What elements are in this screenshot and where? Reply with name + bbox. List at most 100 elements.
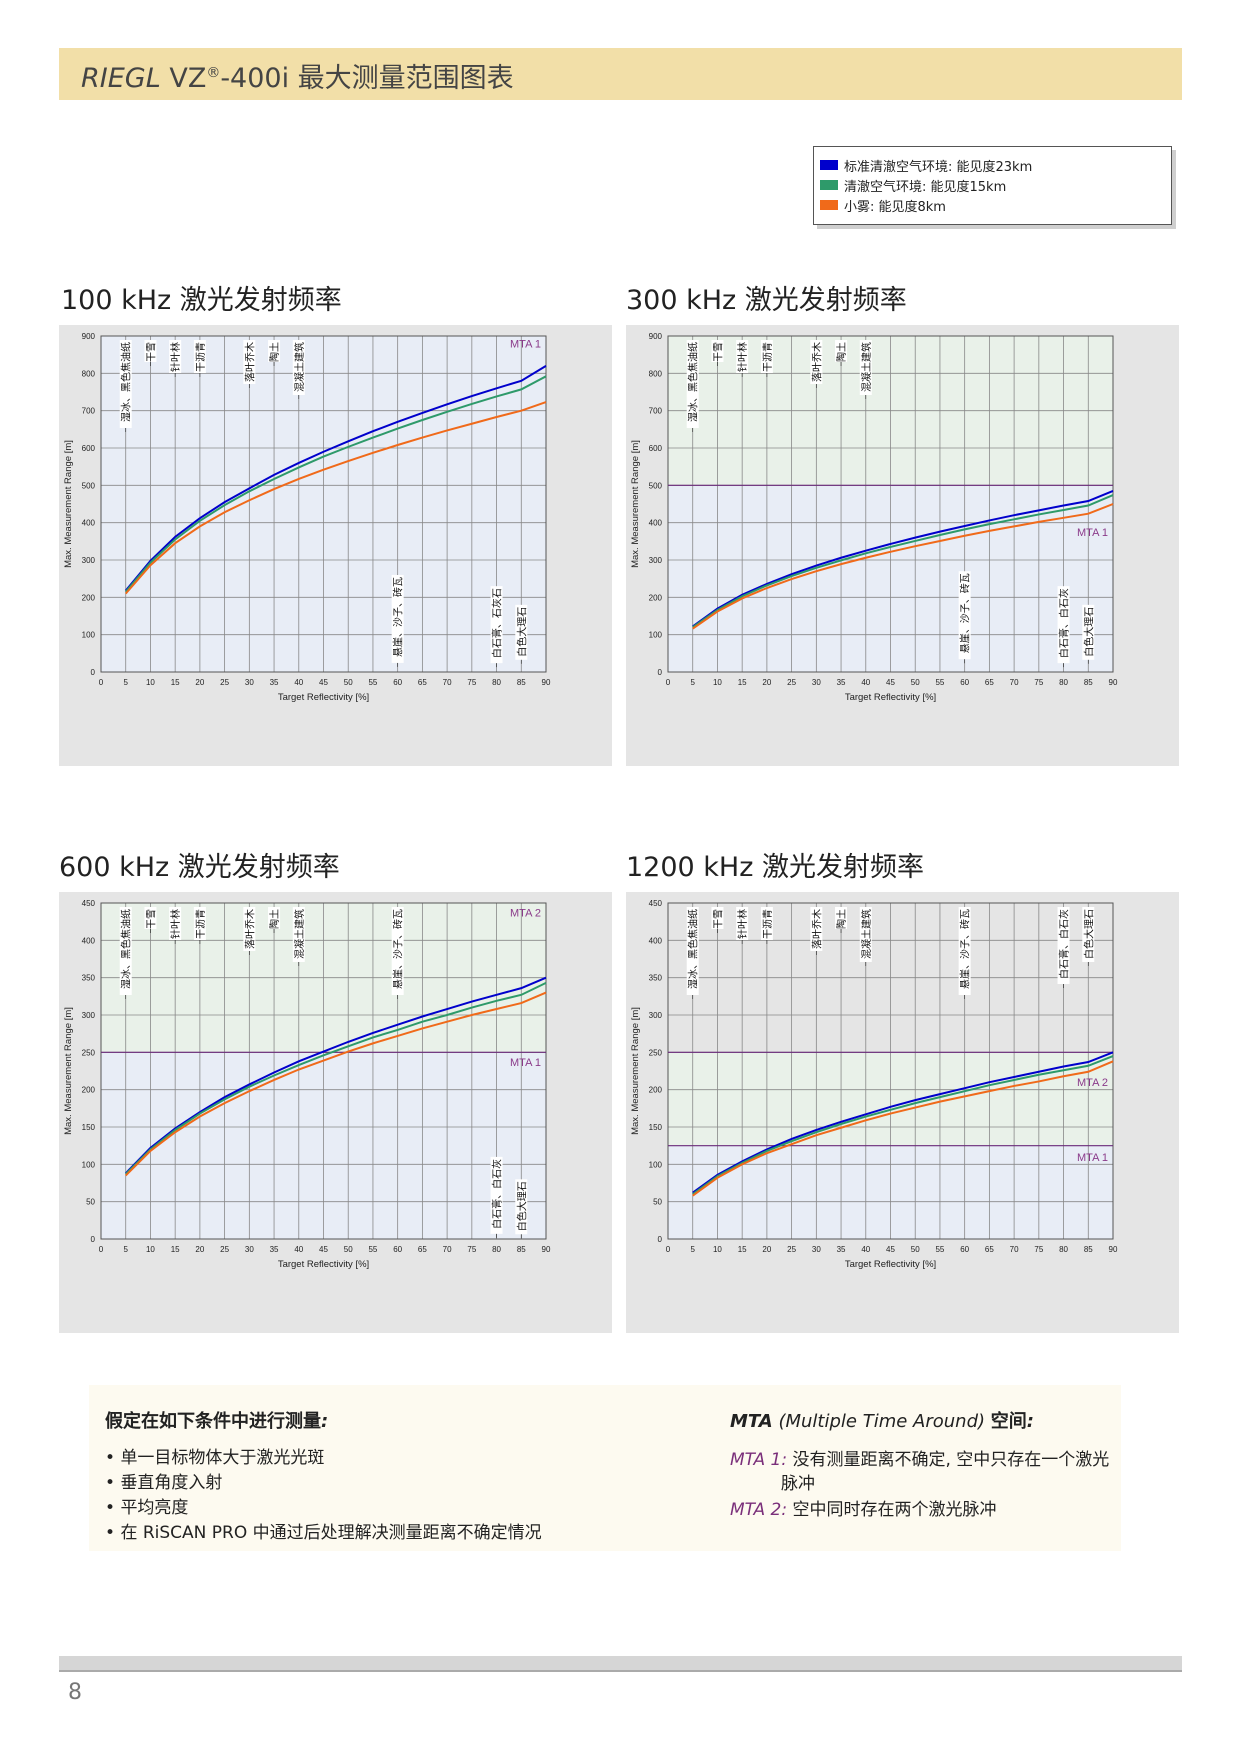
material-marker: 落叶乔木 [243,907,256,955]
y-tick-label: 100 [82,631,96,640]
material-label-bg [859,907,872,962]
condition-text: 单一目标物体大于激光光斑 [120,1448,325,1468]
material-marker: 混凝土建筑 [859,340,873,399]
material-label-bg [835,907,848,929]
x-tick-label: 40 [294,1245,303,1254]
material-marker: 白石膏、白石灰 [1057,586,1071,668]
y-tick-label: 0 [658,668,663,677]
page-title: RIEGL VZ®-400i 最大测量范围图表 [81,56,514,95]
material-label: 干雪 [712,342,724,362]
material-marker: 白色大理石 [515,604,528,664]
material-label: 针叶林 [169,342,182,372]
material-label: 湿冰、黑色焦油纸 [120,909,133,989]
legend: 标准清澈空气环境: 能见度23km 清澈空气环境: 能见度15km 小雾: 能见… [813,146,1172,225]
y-tick-label: 100 [649,1160,663,1169]
x-tick-label: 5 [690,1245,695,1254]
material-label: 陶土 [835,909,848,929]
mta2-definition: MTA 2: 空中同时存在两个激光脉冲 [730,1495,996,1520]
plot-frame [100,902,547,1240]
legend-item: 标准清澈空气环境: 能见度23km [820,156,1032,175]
material-marker: 陶土 [268,907,281,933]
y-tick-label: 100 [82,1160,96,1169]
x-tick-label: 45 [886,678,895,687]
legend-swatch [820,200,838,210]
y-tick-label: 0 [91,1235,96,1244]
x-axis-label: Target Reflectivity [%] [278,692,369,703]
material-label: 白色大理石 [515,607,528,657]
material-label: 陶土 [268,342,281,362]
x-tick-label: 40 [861,1245,870,1254]
x-tick-label: 80 [492,1245,501,1254]
x-tick-label: 5 [690,678,695,687]
y-tick-label: 300 [649,1011,663,1020]
material-label-bg [711,907,724,929]
y-tick-label: 800 [82,369,96,378]
material-label: 湿冰、黑色焦油纸 [687,909,700,989]
x-tick-label: 0 [666,1245,671,1254]
chart-100khz: 0 100 200 300 400 500 600 700 800 900 0 5 10 15 20 25 30… [59,325,612,766]
title-rest: -400i 最大测量范围图表 [220,63,514,94]
x-axis-label: Target Reflectivity [%] [845,692,936,703]
y-tick-label: 700 [649,407,663,416]
material-marker: 干雪 [144,907,157,933]
x-tick-label: 75 [1034,678,1043,687]
x-tick-label: 60 [960,678,969,687]
chart-title-600khz: 600 kHz 激光发射频率 [59,852,340,883]
material-marker: 悬崖、沙子、砖瓦 [958,907,972,999]
mta-zone-label: MTA 2 [510,908,541,920]
material-label: 针叶林 [169,909,182,939]
x-tick-label: 70 [1010,1245,1019,1254]
x-tick-label: 35 [270,678,279,687]
material-label: 白石膏、白石灰 [1058,909,1071,979]
y-tick-label: 900 [649,332,663,341]
model-name: VZ [169,63,207,94]
x-tick-label: 25 [787,678,796,687]
chart-title-300khz: 300 kHz 激光发射频率 [626,285,907,316]
material-label-bg [958,571,971,660]
x-tick-label: 30 [245,1245,254,1254]
y-tick-label: 50 [653,1198,662,1207]
material-marker: 干沥青 [760,340,774,377]
material-label-bg [835,340,848,362]
material-label: 白色大理石 [1082,909,1095,959]
material-marker: 混凝土建筑 [859,907,873,966]
material-label: 混凝土建筑 [293,909,306,959]
x-tick-label: 75 [467,1245,476,1254]
x-tick-label: 70 [443,678,452,687]
mta-heading-colon: : [1026,1411,1034,1432]
material-label: 陶土 [835,342,848,362]
x-tick-label: 85 [1084,678,1093,687]
y-tick-label: 150 [82,1123,96,1132]
material-label-bg [169,907,182,940]
material-label: 落叶乔木 [811,342,823,382]
material-marker: 陶土 [268,340,281,366]
series-line [125,981,547,1175]
material-label: 干沥青 [761,909,774,939]
material-label-bg [268,907,281,929]
legend-item: 清澈空气环境: 能见度15km [820,176,1006,195]
material-marker: 陶土 [835,907,848,933]
x-tick-label: 40 [294,678,303,687]
series-line [692,503,1114,630]
legend-label: 小雾: 能见度8km [844,199,946,215]
material-marker: 悬崖、沙子、砖瓦 [958,571,972,664]
material-label-bg [243,907,256,951]
y-tick-label: 300 [82,1011,96,1020]
series-line [125,991,547,1177]
mta-heading-expansion: (Multiple Time Around) [772,1411,991,1432]
material-label: 湿冰、黑色焦油纸 [687,342,700,422]
material-label: 针叶林 [736,342,749,372]
material-marker: 湿冰、黑色焦油纸 [686,340,700,432]
y-tick-label: 200 [649,1086,663,1095]
material-marker: 干雪 [711,340,724,366]
material-label: 陶土 [268,909,281,929]
y-tick-label: 400 [649,936,663,945]
chart-title-100khz: 100 kHz 激光发射频率 [61,285,342,316]
mta1-definition: MTA 1: 没有测量距离不确定, 空中只存在一个激光 [730,1445,1109,1470]
y-tick-label: 300 [82,556,96,565]
x-tick-label: 55 [368,678,377,687]
y-tick-label: 50 [86,1198,95,1207]
x-tick-label: 35 [837,1245,846,1254]
material-label-bg [958,907,971,995]
material-marker: 落叶乔木 [243,340,256,388]
